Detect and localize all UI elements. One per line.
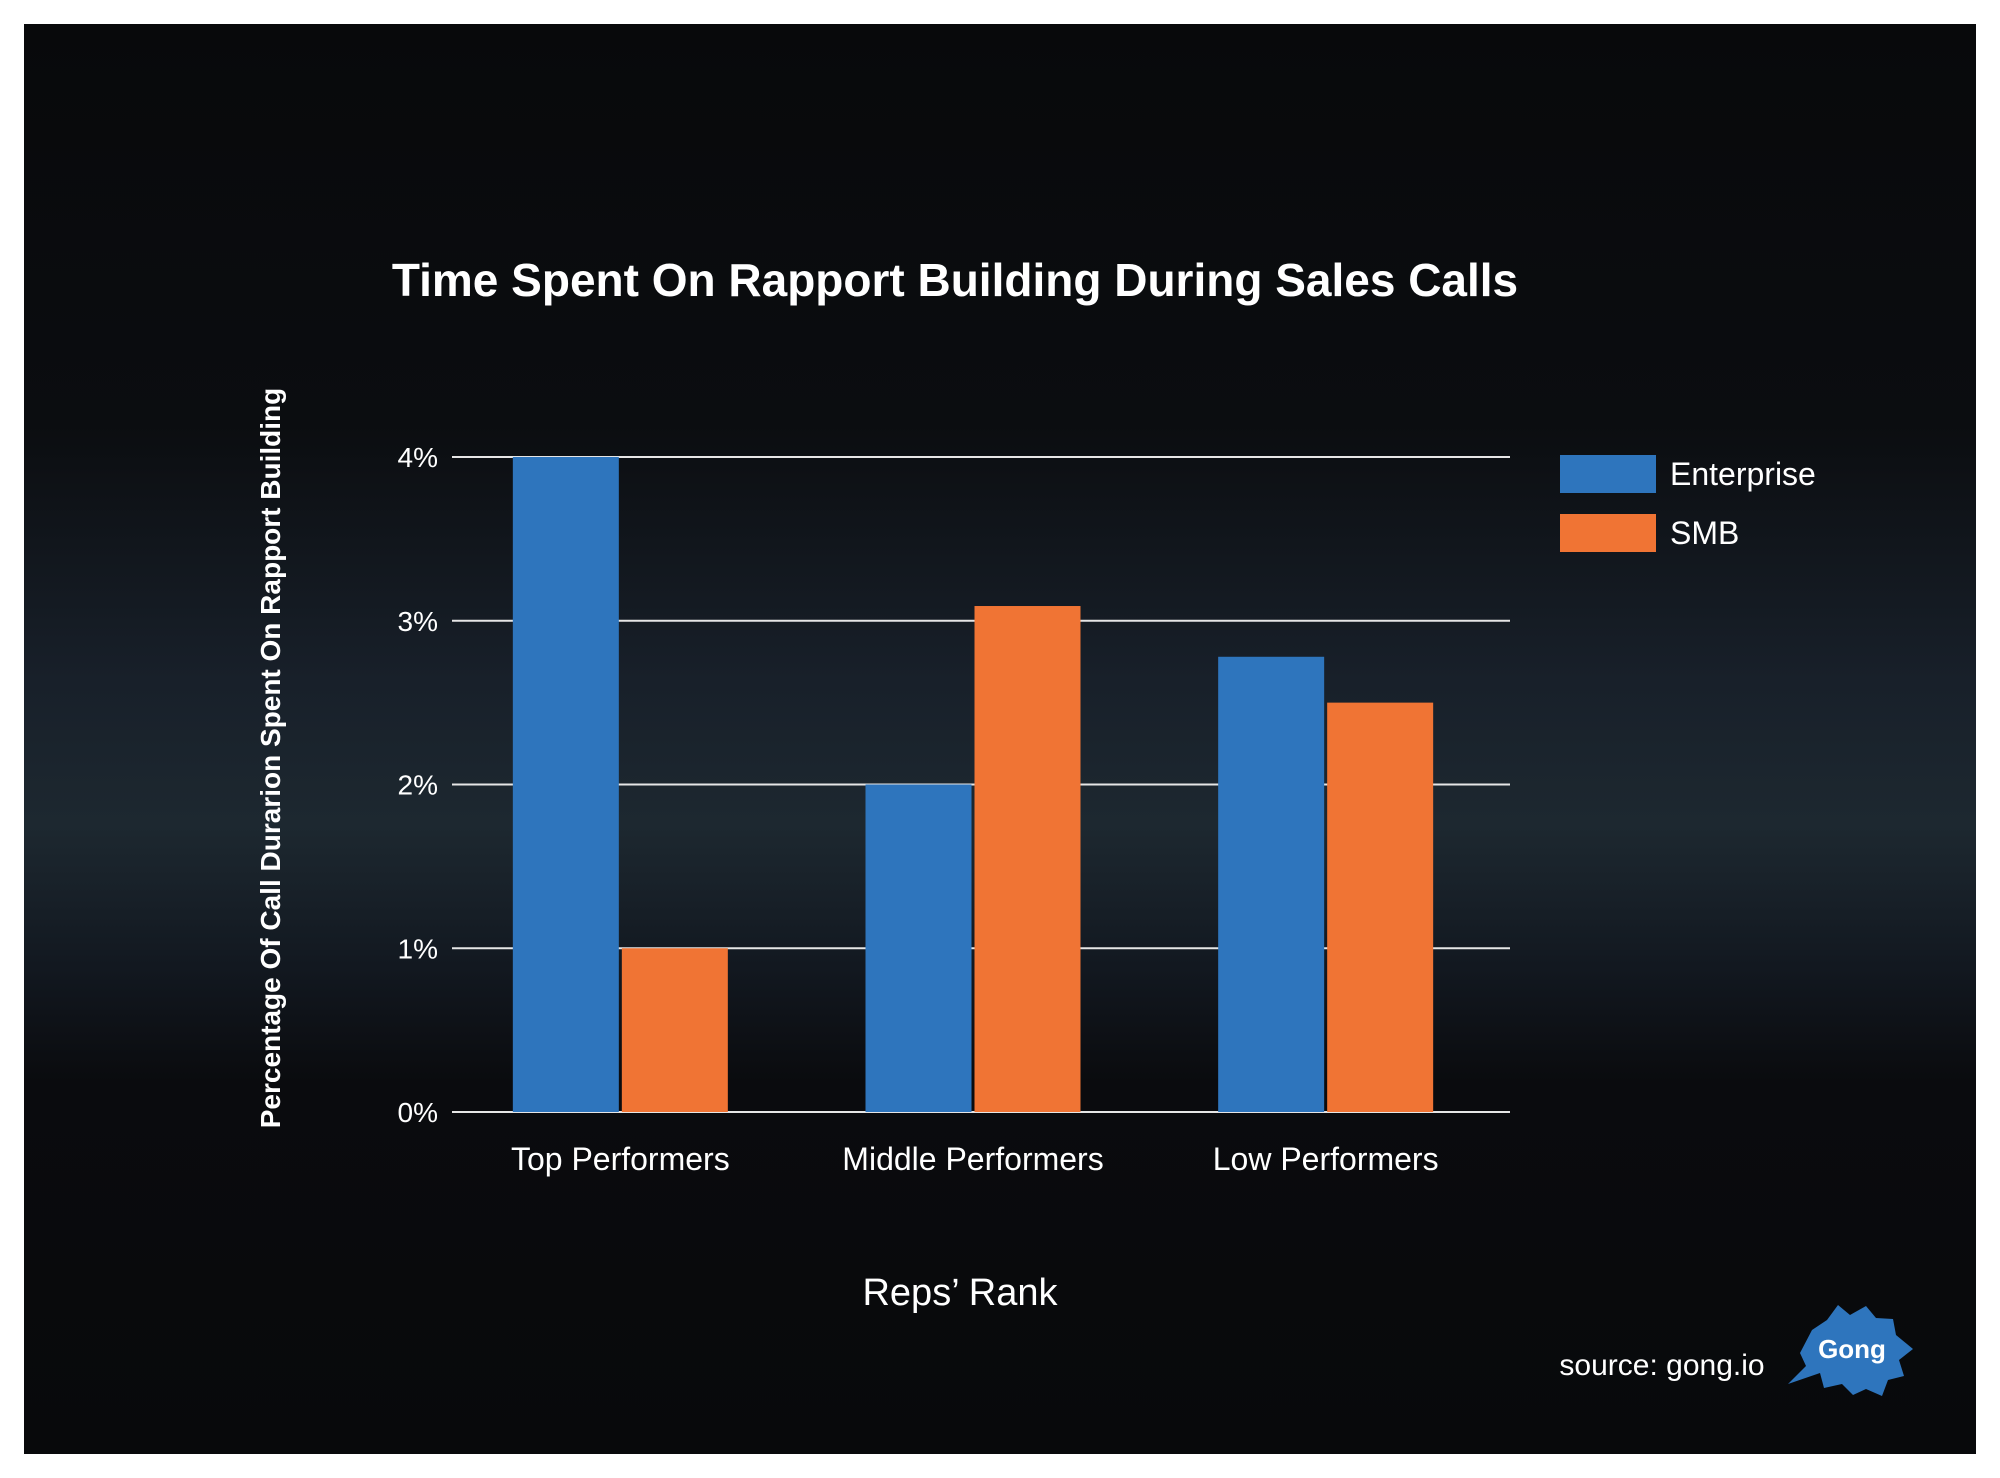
- y-axis-label: Percentage Of Call Durarion Spent On Rap…: [255, 388, 286, 1129]
- bar-smb-1: [974, 606, 1081, 1112]
- x-category-label: Middle Performers: [842, 1141, 1103, 1177]
- x-category-label: Top Performers: [511, 1141, 730, 1177]
- y-axis-ticks: 0% 1% 2% 3% 4%: [398, 442, 438, 1128]
- y-tick-label: 4%: [398, 442, 438, 473]
- bar-smb-2: [1327, 702, 1434, 1112]
- gong-logo: Gong: [1788, 1305, 1913, 1396]
- x-axis-categories: Top Performers Middle Performers Low Perfo…: [511, 1141, 1439, 1177]
- bar-enterprise-1: [865, 784, 972, 1112]
- y-tick-label: 0%: [398, 1097, 438, 1128]
- gong-starburst-icon: [1788, 1305, 1913, 1396]
- legend-swatch-enterprise: [1560, 455, 1656, 493]
- legend: Enterprise SMB: [1560, 455, 1816, 552]
- gong-logo-text: Gong: [1818, 1334, 1886, 1364]
- bar-enterprise-0: [512, 457, 619, 1112]
- legend-label-smb: SMB: [1670, 515, 1739, 551]
- y-tick-label: 1%: [398, 933, 438, 964]
- legend-swatch-smb: [1560, 514, 1656, 552]
- bar-enterprise-2: [1218, 656, 1325, 1112]
- y-tick-label: 2%: [398, 770, 438, 801]
- bars: [512, 457, 1434, 1112]
- legend-label-enterprise: Enterprise: [1670, 456, 1816, 492]
- y-tick-label: 3%: [398, 606, 438, 637]
- x-category-label: Low Performers: [1213, 1141, 1439, 1177]
- bar-smb-0: [621, 948, 728, 1112]
- chart-title: Time Spent On Rapport Building During Sa…: [392, 254, 1518, 306]
- source-note: source: gong.io: [1559, 1349, 1764, 1382]
- x-axis-label: Reps’ Rank: [862, 1272, 1058, 1314]
